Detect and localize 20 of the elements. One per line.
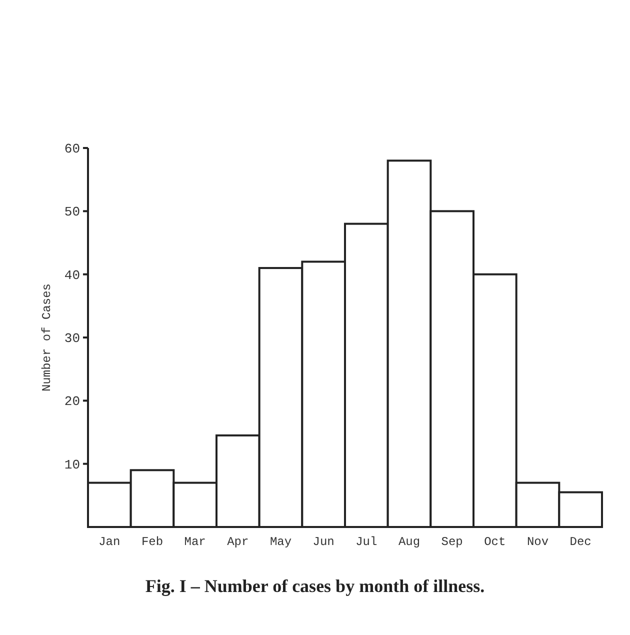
- y-tick-label: 20: [64, 394, 80, 410]
- x-tick-label: May: [270, 535, 292, 549]
- y-axis-title: Number of Cases: [40, 283, 54, 392]
- text: Fig. I – Number of cases by month of illness.: [145, 576, 485, 596]
- y-tick-label: 10: [64, 457, 80, 472]
- x-tick-label: Feb: [141, 535, 164, 549]
- x-tick-label: Aug: [398, 535, 420, 549]
- y-tick-label: 60: [64, 142, 80, 157]
- x-tick-label: Oct: [484, 535, 506, 549]
- x-tick-label: Mar: [184, 535, 206, 549]
- x-tick-label: Jan: [98, 535, 120, 549]
- y-tick-label: 30: [64, 331, 80, 346]
- x-tick-label: Sep: [441, 535, 463, 549]
- x-tick-label: Dec: [570, 535, 592, 549]
- x-tick-label: Apr: [227, 535, 249, 549]
- x-tick-label: Jun: [312, 535, 334, 549]
- x-tick-label: Nov: [526, 535, 549, 549]
- x-tick-label: Jul: [356, 535, 378, 549]
- y-tick-label: 50: [64, 204, 80, 220]
- y-tick-label: 40: [64, 268, 80, 283]
